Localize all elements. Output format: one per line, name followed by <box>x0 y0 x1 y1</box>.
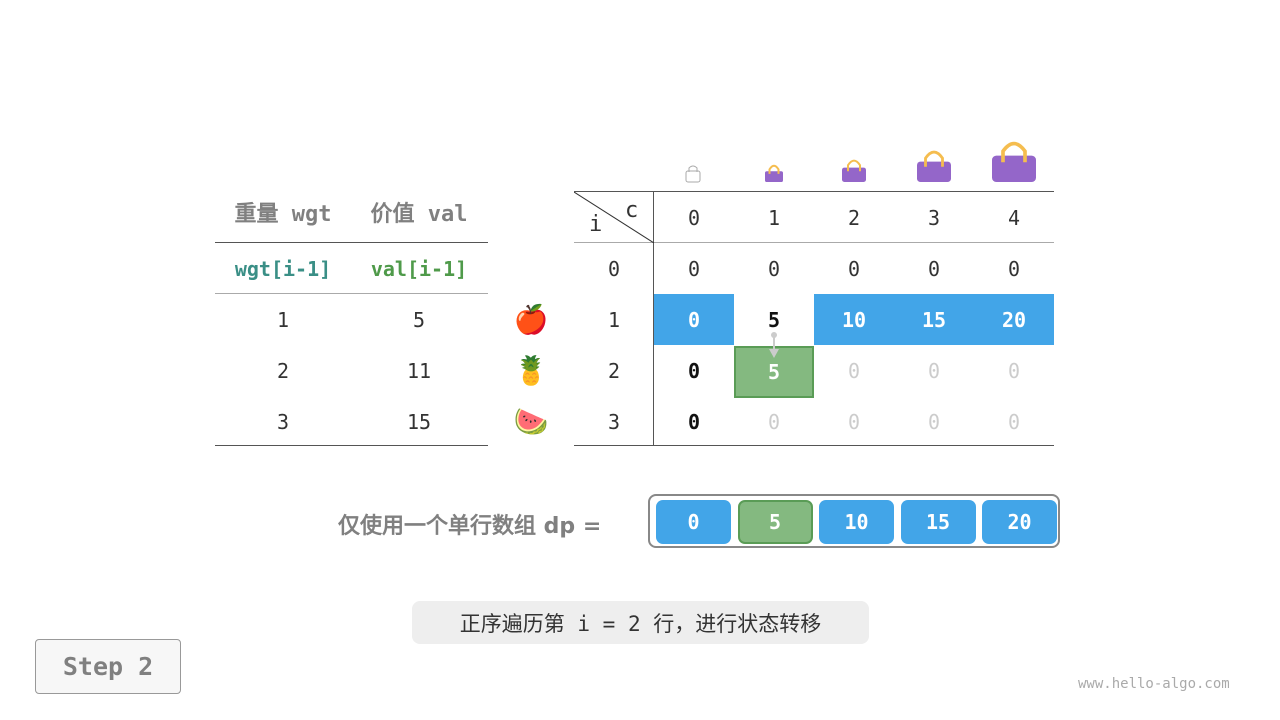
arrow-down-icon <box>766 331 782 361</box>
col-header: 2 <box>847 205 861 230</box>
row-header: 3 <box>607 409 621 434</box>
divider <box>215 242 488 243</box>
dp-cell: 0 <box>654 294 734 345</box>
header-weight: 重量 wgt <box>234 201 332 227</box>
empty-bag-icon <box>685 165 701 183</box>
subheader-weight: wgt[i-1] <box>234 256 332 281</box>
col-header: 3 <box>927 205 941 230</box>
dp-array-label: 仅使用一个单行数组 dp = <box>338 514 602 539</box>
dp-array <box>648 494 1060 548</box>
dp-cell: 0 <box>927 256 941 281</box>
dp-cell: 0 <box>847 256 861 281</box>
bag-icon <box>992 141 1036 182</box>
dp-cell: 5 <box>767 307 781 332</box>
divider <box>574 242 1054 243</box>
dp-cell: 20 <box>974 294 1054 345</box>
corner-diagonal <box>574 192 654 243</box>
weight-cell: 3 <box>276 409 290 434</box>
dp-array-cell: 5 <box>737 500 813 544</box>
row-header: 1 <box>607 307 621 332</box>
dp-cell: 0 <box>687 256 701 281</box>
divider <box>215 445 488 446</box>
dp-cell: 15 <box>894 294 974 345</box>
col-header: 0 <box>687 205 701 230</box>
dp-cell: 0 <box>927 358 941 383</box>
watermark: www.hello-algo.com <box>1078 676 1230 692</box>
dp-cell: 0 <box>687 409 701 434</box>
dp-array-cell: 15 <box>900 500 976 544</box>
bag-icon <box>765 164 783 182</box>
dp-cell: 0 <box>847 409 861 434</box>
dp-cell: 0 <box>1007 358 1021 383</box>
divider <box>574 191 1054 192</box>
dp-cell: 0 <box>847 358 861 383</box>
weight-cell: 2 <box>276 358 290 383</box>
col-axis-label: c <box>625 198 639 223</box>
dp-cell: 0 <box>1007 256 1021 281</box>
row-axis-label: i <box>589 212 603 237</box>
header-value: 价值 val <box>370 201 468 227</box>
value-cell: 15 <box>406 409 432 434</box>
dp-cell: 0 <box>1007 409 1021 434</box>
bag-icon <box>917 150 951 182</box>
col-header: 4 <box>1007 205 1021 230</box>
divider <box>215 293 488 294</box>
dp-cell: 0 <box>767 256 781 281</box>
subheader-value: val[i-1] <box>370 256 468 281</box>
divider <box>653 192 654 446</box>
dp-array-cell: 10 <box>819 500 894 544</box>
step-label: Step 2 <box>35 639 181 694</box>
dp-cell: 0 <box>927 409 941 434</box>
row-header: 0 <box>607 256 621 281</box>
dp-array-cell: 0 <box>656 500 731 544</box>
dp-array-cell: 20 <box>982 500 1057 544</box>
apple-icon: 🍎 <box>513 303 549 336</box>
pineapple-icon: 🍍 <box>513 354 549 387</box>
caption: 正序遍历第 i = 2 行，进行状态转移 <box>412 601 869 644</box>
weight-cell: 1 <box>276 307 290 332</box>
divider <box>574 445 1054 446</box>
value-cell: 11 <box>406 358 432 383</box>
dp-cell: 0 <box>767 409 781 434</box>
value-cell: 5 <box>412 307 426 332</box>
bag-icon <box>842 159 866 182</box>
col-header: 1 <box>767 205 781 230</box>
watermelon-icon: 🍉 <box>513 405 549 438</box>
row-header: 2 <box>607 358 621 383</box>
dp-cell: 0 <box>687 358 701 383</box>
dp-cell: 10 <box>814 294 894 345</box>
